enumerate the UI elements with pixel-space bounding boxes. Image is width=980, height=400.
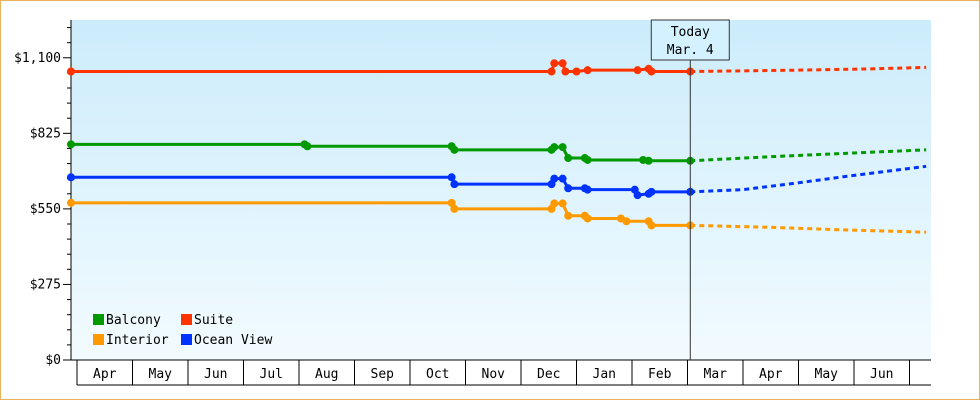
series-point [644,156,653,165]
y-tick-label: $825 [30,126,61,141]
legend-swatch [181,314,192,325]
x-tick-label: May [815,367,839,382]
x-axis: Apr May Jun Jul Aug Sep Oct Nov Dec Jan Feb Mar Apr M… [71,359,931,386]
series-point [564,184,573,193]
series-point [647,67,656,76]
plot-area [71,20,931,360]
series-point [67,140,75,149]
series-point [450,180,459,189]
series-point [547,67,556,76]
series-forecast-line [690,164,927,194]
x-tick-label: Jan [593,367,616,382]
series-forecast-line [690,223,927,234]
x-tick-label: Jul [260,367,283,382]
series-point [303,142,312,151]
today-label: Today [671,25,710,40]
series-point [67,173,75,182]
series-forecast-line [690,65,927,74]
x-tick-label: Jun [204,367,227,382]
series-point [561,67,570,76]
series-point [550,143,559,152]
series-point [583,185,592,194]
legend-swatch [93,314,104,325]
series-point [633,191,642,200]
x-tick-label: Jun [870,367,893,382]
x-tick-label: Apr [759,367,783,382]
series-line [71,142,691,163]
x-tick-label: Sep [371,367,395,382]
series-point [647,221,656,230]
series-point [558,199,567,208]
series-point [572,67,581,76]
series-point [450,204,459,213]
today-date: Mar. 4 [667,43,714,58]
legend-swatch [181,334,192,345]
series-point [550,199,559,208]
series-point [622,217,631,226]
series-point [647,187,656,196]
series-point [558,174,567,183]
legend-swatch [93,334,104,345]
today-marker: Today Mar. 4 [650,19,730,360]
series-point [564,211,573,220]
series-point [550,174,559,183]
series-layer [67,59,927,234]
x-tick-label: Nov [482,367,506,382]
y-tick-label: $0 [45,353,61,368]
series-point [558,143,567,152]
series-forecast-line [690,148,927,163]
series-point [558,59,567,68]
series-point [583,155,592,164]
x-tick-label: Dec [537,367,560,382]
x-tick-label: Aug [315,367,338,382]
x-tick-label: Oct [426,367,449,382]
legend-label: Suite [194,313,233,328]
series-point [583,214,592,223]
y-tick-label: $275 [30,277,61,292]
series-point [633,66,642,75]
x-tick-label: Apr [93,367,117,382]
series-point [550,59,559,68]
series-point [447,198,456,207]
legend-label: Interior [106,333,169,348]
y-tick-label: $1,100 [14,51,61,66]
y-axis: $0 $275 $550 $825 $1,100 [14,20,72,368]
legend-label: Ocean View [194,333,272,348]
series-point [447,173,456,182]
y-tick-label: $550 [30,202,61,217]
series-point [564,154,573,163]
x-tick-label: Feb [648,367,672,382]
legend: Balcony Suite Interior Ocean View [93,313,272,348]
x-tick-label: Mar [704,367,728,382]
today-box [650,19,730,61]
series-point [67,198,75,207]
legend-label: Balcony [106,313,161,328]
series-point [583,66,592,75]
series-point [67,67,75,76]
series-point [450,145,459,154]
x-tick-label: May [149,367,173,382]
